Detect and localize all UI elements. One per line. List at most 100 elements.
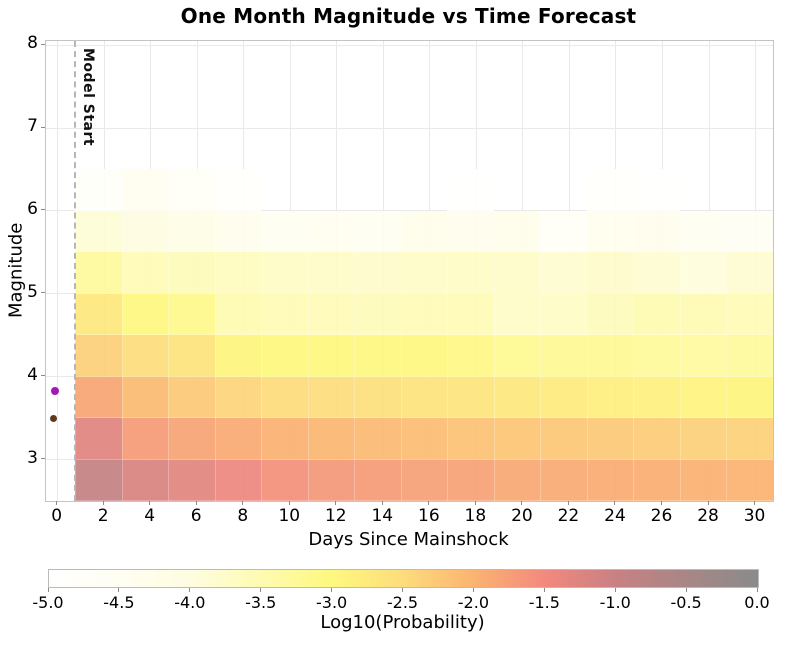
heatmap-cell (307, 376, 355, 419)
colorbar-tick (118, 588, 120, 592)
tick-label: 0 (51, 506, 63, 526)
heatmap-cell (679, 293, 727, 336)
heatmap-cell (121, 293, 169, 336)
colorbar-tick (543, 588, 545, 592)
heatmap-cell (168, 293, 215, 336)
colorbar-tick-label: -2.5 (386, 593, 419, 612)
heatmap-cell (679, 418, 727, 460)
plot-area: Model Start (45, 40, 774, 502)
heatmap-cell (261, 252, 308, 294)
colorbar-tick-label: -3.0 (315, 593, 348, 612)
heatmap-cell (261, 459, 308, 501)
heatmap-cell (75, 252, 122, 294)
heatmap-cell (400, 210, 448, 253)
chart-title: One Month Magnitude vs Time Forecast (180, 4, 637, 28)
axis-tick (41, 458, 45, 460)
heatmap-cell (354, 418, 401, 460)
heatmap-cell (307, 335, 355, 377)
colorbar-tick (756, 588, 758, 592)
heatmap-cell (75, 418, 122, 460)
heatmap-cell (447, 210, 494, 253)
colorbar-tick-label: -0.5 (670, 593, 702, 612)
model-start-line (74, 41, 77, 501)
heatmap-cell (540, 210, 587, 253)
heatmap-cell (586, 418, 634, 460)
heatmap-cell (726, 459, 773, 501)
tick-label: 14 (371, 506, 394, 526)
heatmap-cell (168, 376, 215, 419)
heatmap-cell (354, 210, 401, 253)
heatmap-cell (493, 335, 541, 377)
tick-label: 28 (697, 506, 719, 526)
heatmap-cell (586, 293, 634, 336)
tick-label: 16 (418, 506, 440, 526)
axis-tick (707, 501, 709, 505)
heatmap-cell (633, 252, 680, 294)
colorbar-tick (402, 588, 403, 592)
heatmap-cell (633, 418, 680, 460)
axis-tick (149, 501, 151, 505)
colorbar-tick-label: -1.5 (528, 593, 560, 612)
heatmap-cell (493, 418, 541, 460)
tick-label: 24 (604, 506, 626, 526)
heatmap-cell (307, 459, 355, 501)
colorbar-tick (614, 588, 616, 592)
heatmap-cell (400, 459, 448, 501)
heatmap-cell (168, 169, 215, 211)
gridline (57, 41, 59, 501)
heatmap-cell (168, 252, 215, 294)
colorbar-tick (189, 588, 191, 592)
axis-tick (428, 501, 430, 505)
colorbar-tick-label: -4.5 (103, 593, 135, 612)
axis-tick (41, 209, 45, 211)
heatmap-cell (214, 376, 262, 419)
heatmap-cell (121, 335, 169, 377)
tick-label: 8 (237, 506, 249, 526)
heatmap-cell (400, 418, 448, 460)
axis-tick (41, 292, 45, 294)
axis-tick (102, 501, 104, 505)
heatmap-cell (679, 210, 727, 253)
axis-tick (41, 375, 45, 377)
axis-tick (56, 501, 58, 505)
heatmap-cell (307, 210, 355, 253)
heatmap-cell (354, 252, 401, 294)
colorbar-tick (260, 588, 262, 592)
colorbar (48, 569, 759, 588)
tick-label: 7 (27, 116, 38, 137)
heatmap-cell (679, 335, 727, 377)
tick-label: 3 (27, 447, 38, 468)
heatmap-cell (214, 459, 262, 501)
heatmap-cell (214, 418, 262, 460)
axis-tick (288, 501, 290, 505)
axis-tick (521, 501, 523, 505)
heatmap-cell (726, 335, 773, 377)
axis-tick (242, 501, 244, 505)
heatmap-cell (586, 210, 634, 253)
colorbar-tick-label: -1.0 (599, 593, 631, 612)
tick-label: 4 (144, 506, 156, 526)
heatmap-cell (354, 293, 401, 336)
heatmap-cell (447, 169, 494, 211)
heatmap-cell (214, 169, 262, 211)
heatmap-cell (540, 376, 587, 419)
heatmap-cell (75, 376, 122, 419)
heatmap-cell (261, 376, 308, 419)
heatmap-cell (121, 376, 169, 419)
axis-tick (614, 501, 616, 505)
purple-event-dot (50, 386, 59, 395)
heatmap-cell (633, 169, 680, 211)
heatmap-cell (679, 252, 727, 294)
heatmap-cell (726, 210, 773, 253)
heatmap-cell (75, 335, 122, 377)
heatmap-cell (633, 376, 680, 419)
heatmap-cell (307, 252, 355, 294)
heatmap-cell (493, 376, 541, 419)
colorbar-tick (685, 588, 687, 592)
x-axis-label: Days Since Mainshock (308, 529, 509, 550)
heatmap-cell (633, 293, 680, 336)
axis-tick (381, 501, 383, 505)
colorbar-tick-label: -3.5 (245, 593, 277, 612)
heatmap-cell (400, 252, 448, 294)
